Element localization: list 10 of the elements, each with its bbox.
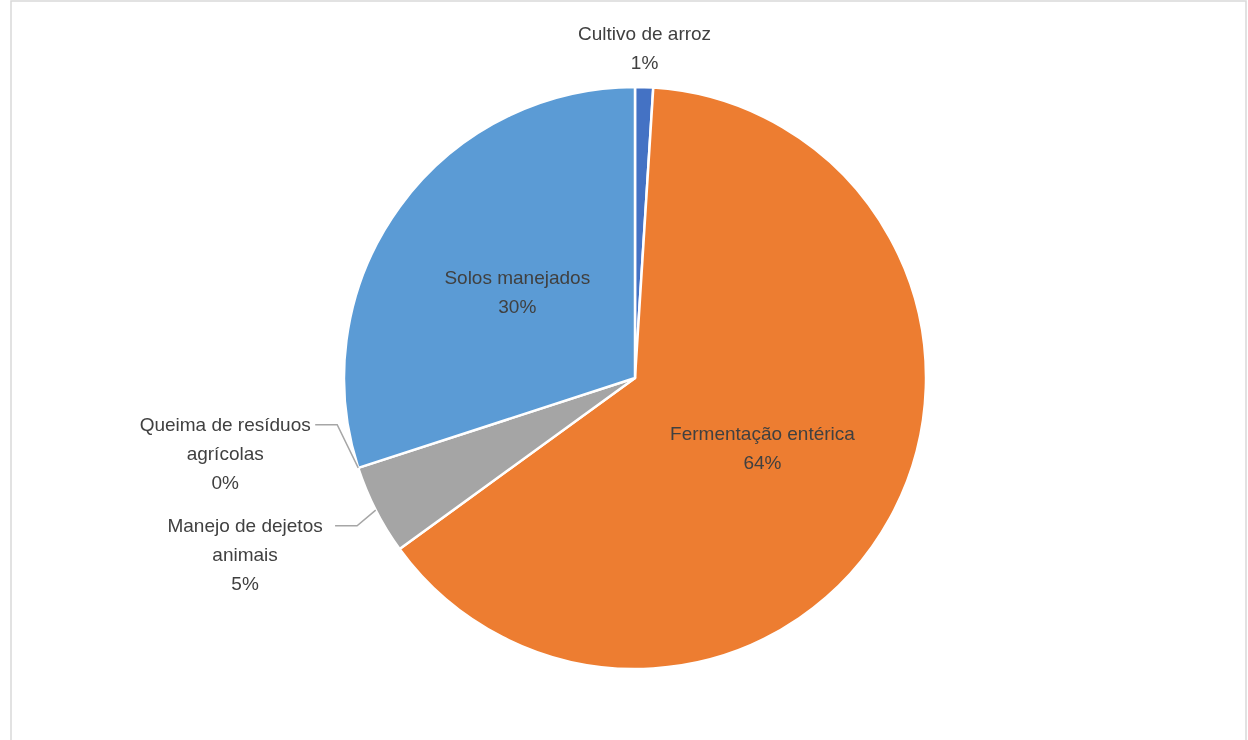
data-label: 5% bbox=[231, 573, 259, 595]
legend-label: Queima de resíduos agrícolas bbox=[139, 414, 311, 465]
slice-label: Fermentação entérica bbox=[670, 422, 856, 444]
data-label: 30% bbox=[498, 296, 537, 318]
slice-label: Manejo de dejetos animais bbox=[167, 515, 323, 566]
text: 0% bbox=[211, 472, 239, 494]
data-label: 1% bbox=[630, 51, 659, 73]
slice-label: Solos manejados bbox=[444, 267, 591, 289]
data-label: 64% bbox=[743, 451, 782, 473]
slice-label: Cultivo de arroz bbox=[578, 22, 712, 44]
